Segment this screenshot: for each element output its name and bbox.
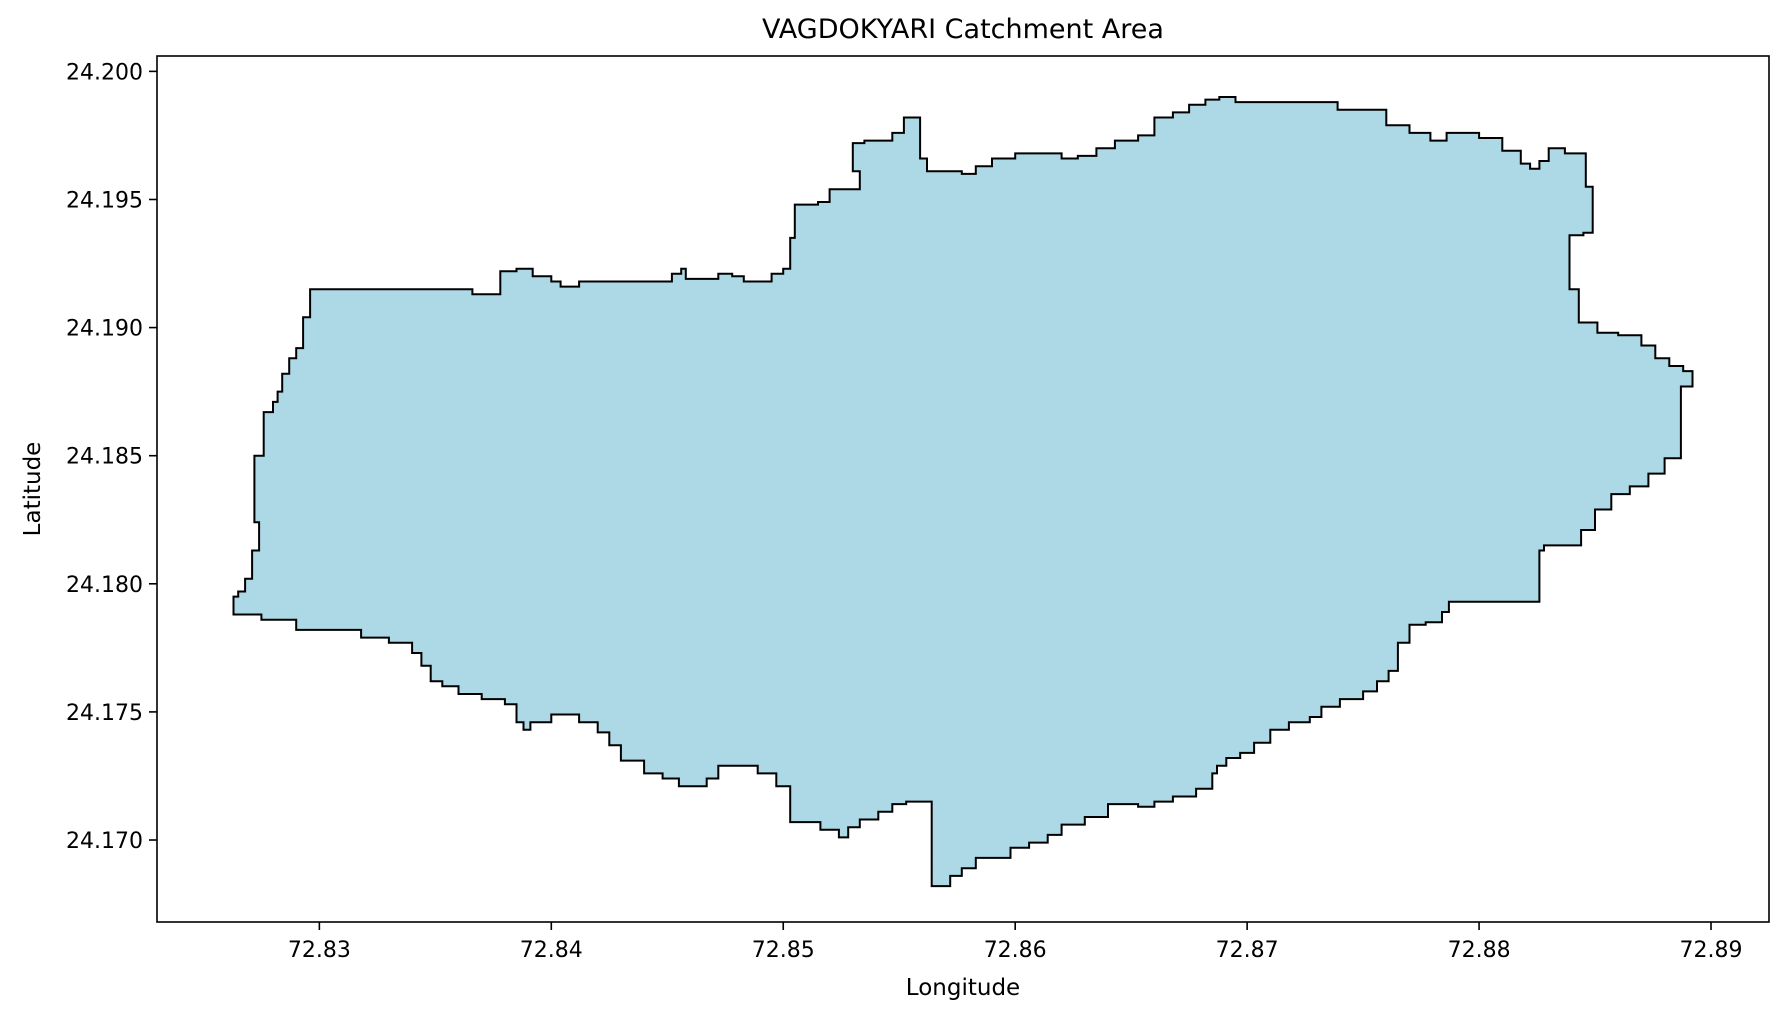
- x-axis: 72.83 72.84 72.85 72.86 72.87 72.88 72.89: [288, 922, 1743, 963]
- x-tick-label: 72.88: [1448, 938, 1511, 963]
- y-tick-label: 24.185: [66, 445, 143, 470]
- plot-area: [156, 55, 1770, 923]
- y-tick-label: 24.190: [66, 317, 143, 342]
- y-tick-label: 24.200: [66, 60, 143, 85]
- x-tick-label: 72.83: [288, 938, 351, 963]
- chart-title: VAGDOKYARI Catchment Area: [762, 14, 1164, 45]
- y-tick-label: 24.175: [66, 701, 143, 726]
- x-tick-label: 72.87: [1216, 938, 1279, 963]
- y-tick-label: 24.180: [66, 573, 143, 598]
- x-tick-label: 72.85: [752, 938, 815, 963]
- plot-frame: [156, 55, 1770, 923]
- y-tick-label: 24.195: [66, 188, 143, 213]
- x-axis-title: Longitude: [906, 975, 1020, 1001]
- x-tick-label: 72.86: [984, 938, 1047, 963]
- y-axis: 24.170 24.175 24.180 24.185 24.190 24.195 24.2…: [66, 60, 157, 854]
- y-tick-label: 24.170: [66, 829, 143, 854]
- x-tick-label: 72.89: [1680, 938, 1743, 963]
- y-axis-title: Latitude: [20, 442, 46, 537]
- x-tick-label: 72.84: [520, 938, 583, 963]
- catchment-polygon: [232, 96, 1694, 888]
